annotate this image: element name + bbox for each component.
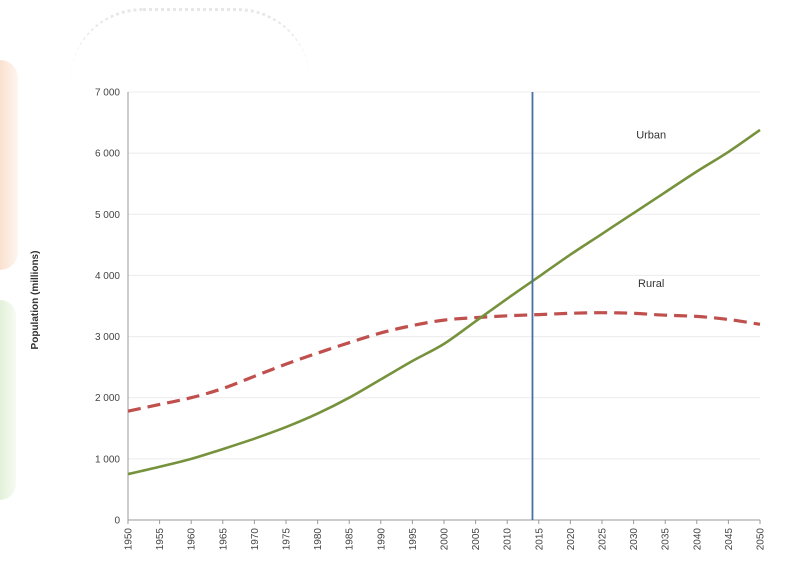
x-tick-label: 1995 <box>408 528 419 551</box>
y-tick-label: 0 <box>114 516 120 527</box>
x-tick-label: 2030 <box>629 528 640 551</box>
x-tick-label: 1960 <box>187 528 198 551</box>
x-tick-label: 1965 <box>218 528 229 551</box>
y-tick-label: 6 000 <box>95 149 120 160</box>
y-tick-label: 3 000 <box>95 332 120 343</box>
series-labels: Urban Rural <box>636 129 666 290</box>
x-tick-label: 1975 <box>282 528 293 551</box>
x-tick-label: 2000 <box>440 528 451 551</box>
x-tick-label: 1950 <box>124 528 135 551</box>
y-axis-ticks: 0 1 000 2 000 3 000 4 000 5 000 6 000 7 000 <box>95 88 120 527</box>
x-tick-label: 1985 <box>345 528 356 551</box>
x-tick-label: 2025 <box>598 528 609 551</box>
decorative-green-shape <box>0 300 16 500</box>
x-tick-label: 2050 <box>756 528 767 551</box>
series-line-urban <box>127 128 761 476</box>
decorative-orange-shape <box>0 60 18 270</box>
y-tick-label: 5 000 <box>95 210 120 221</box>
axes <box>127 92 760 521</box>
series-label-rural: Rural <box>638 278 664 290</box>
x-axis-ticks: 1950 1955 1960 1965 1970 1975 1980 1985 1990 1995… <box>124 520 767 550</box>
x-tick-label: 2010 <box>503 528 514 551</box>
x-tick-label: 1970 <box>250 528 261 551</box>
y-axis-title: Population (millions) <box>30 251 41 350</box>
watermark-logo <box>70 8 310 81</box>
y-tick-label: 2 000 <box>95 393 120 404</box>
x-tick-label: 2040 <box>692 528 703 551</box>
x-tick-label: 2020 <box>566 528 577 551</box>
x-tick-label: 2015 <box>534 528 545 551</box>
gridlines <box>128 91 760 460</box>
series-label-urban: Urban <box>636 129 666 141</box>
y-tick-label: 7 000 <box>95 88 120 99</box>
x-tick-label: 2005 <box>471 528 482 551</box>
x-tick-label: 1955 <box>155 528 166 551</box>
x-tick-label: 2045 <box>724 528 735 551</box>
x-tick-label: 1990 <box>376 528 387 551</box>
series-lines <box>127 128 761 476</box>
y-tick-label: 4 000 <box>95 271 120 282</box>
series-line-rural <box>127 311 761 413</box>
x-tick-label: 1980 <box>313 528 324 551</box>
x-tick-label: 2035 <box>661 528 672 551</box>
y-tick-label: 1 000 <box>95 454 120 465</box>
